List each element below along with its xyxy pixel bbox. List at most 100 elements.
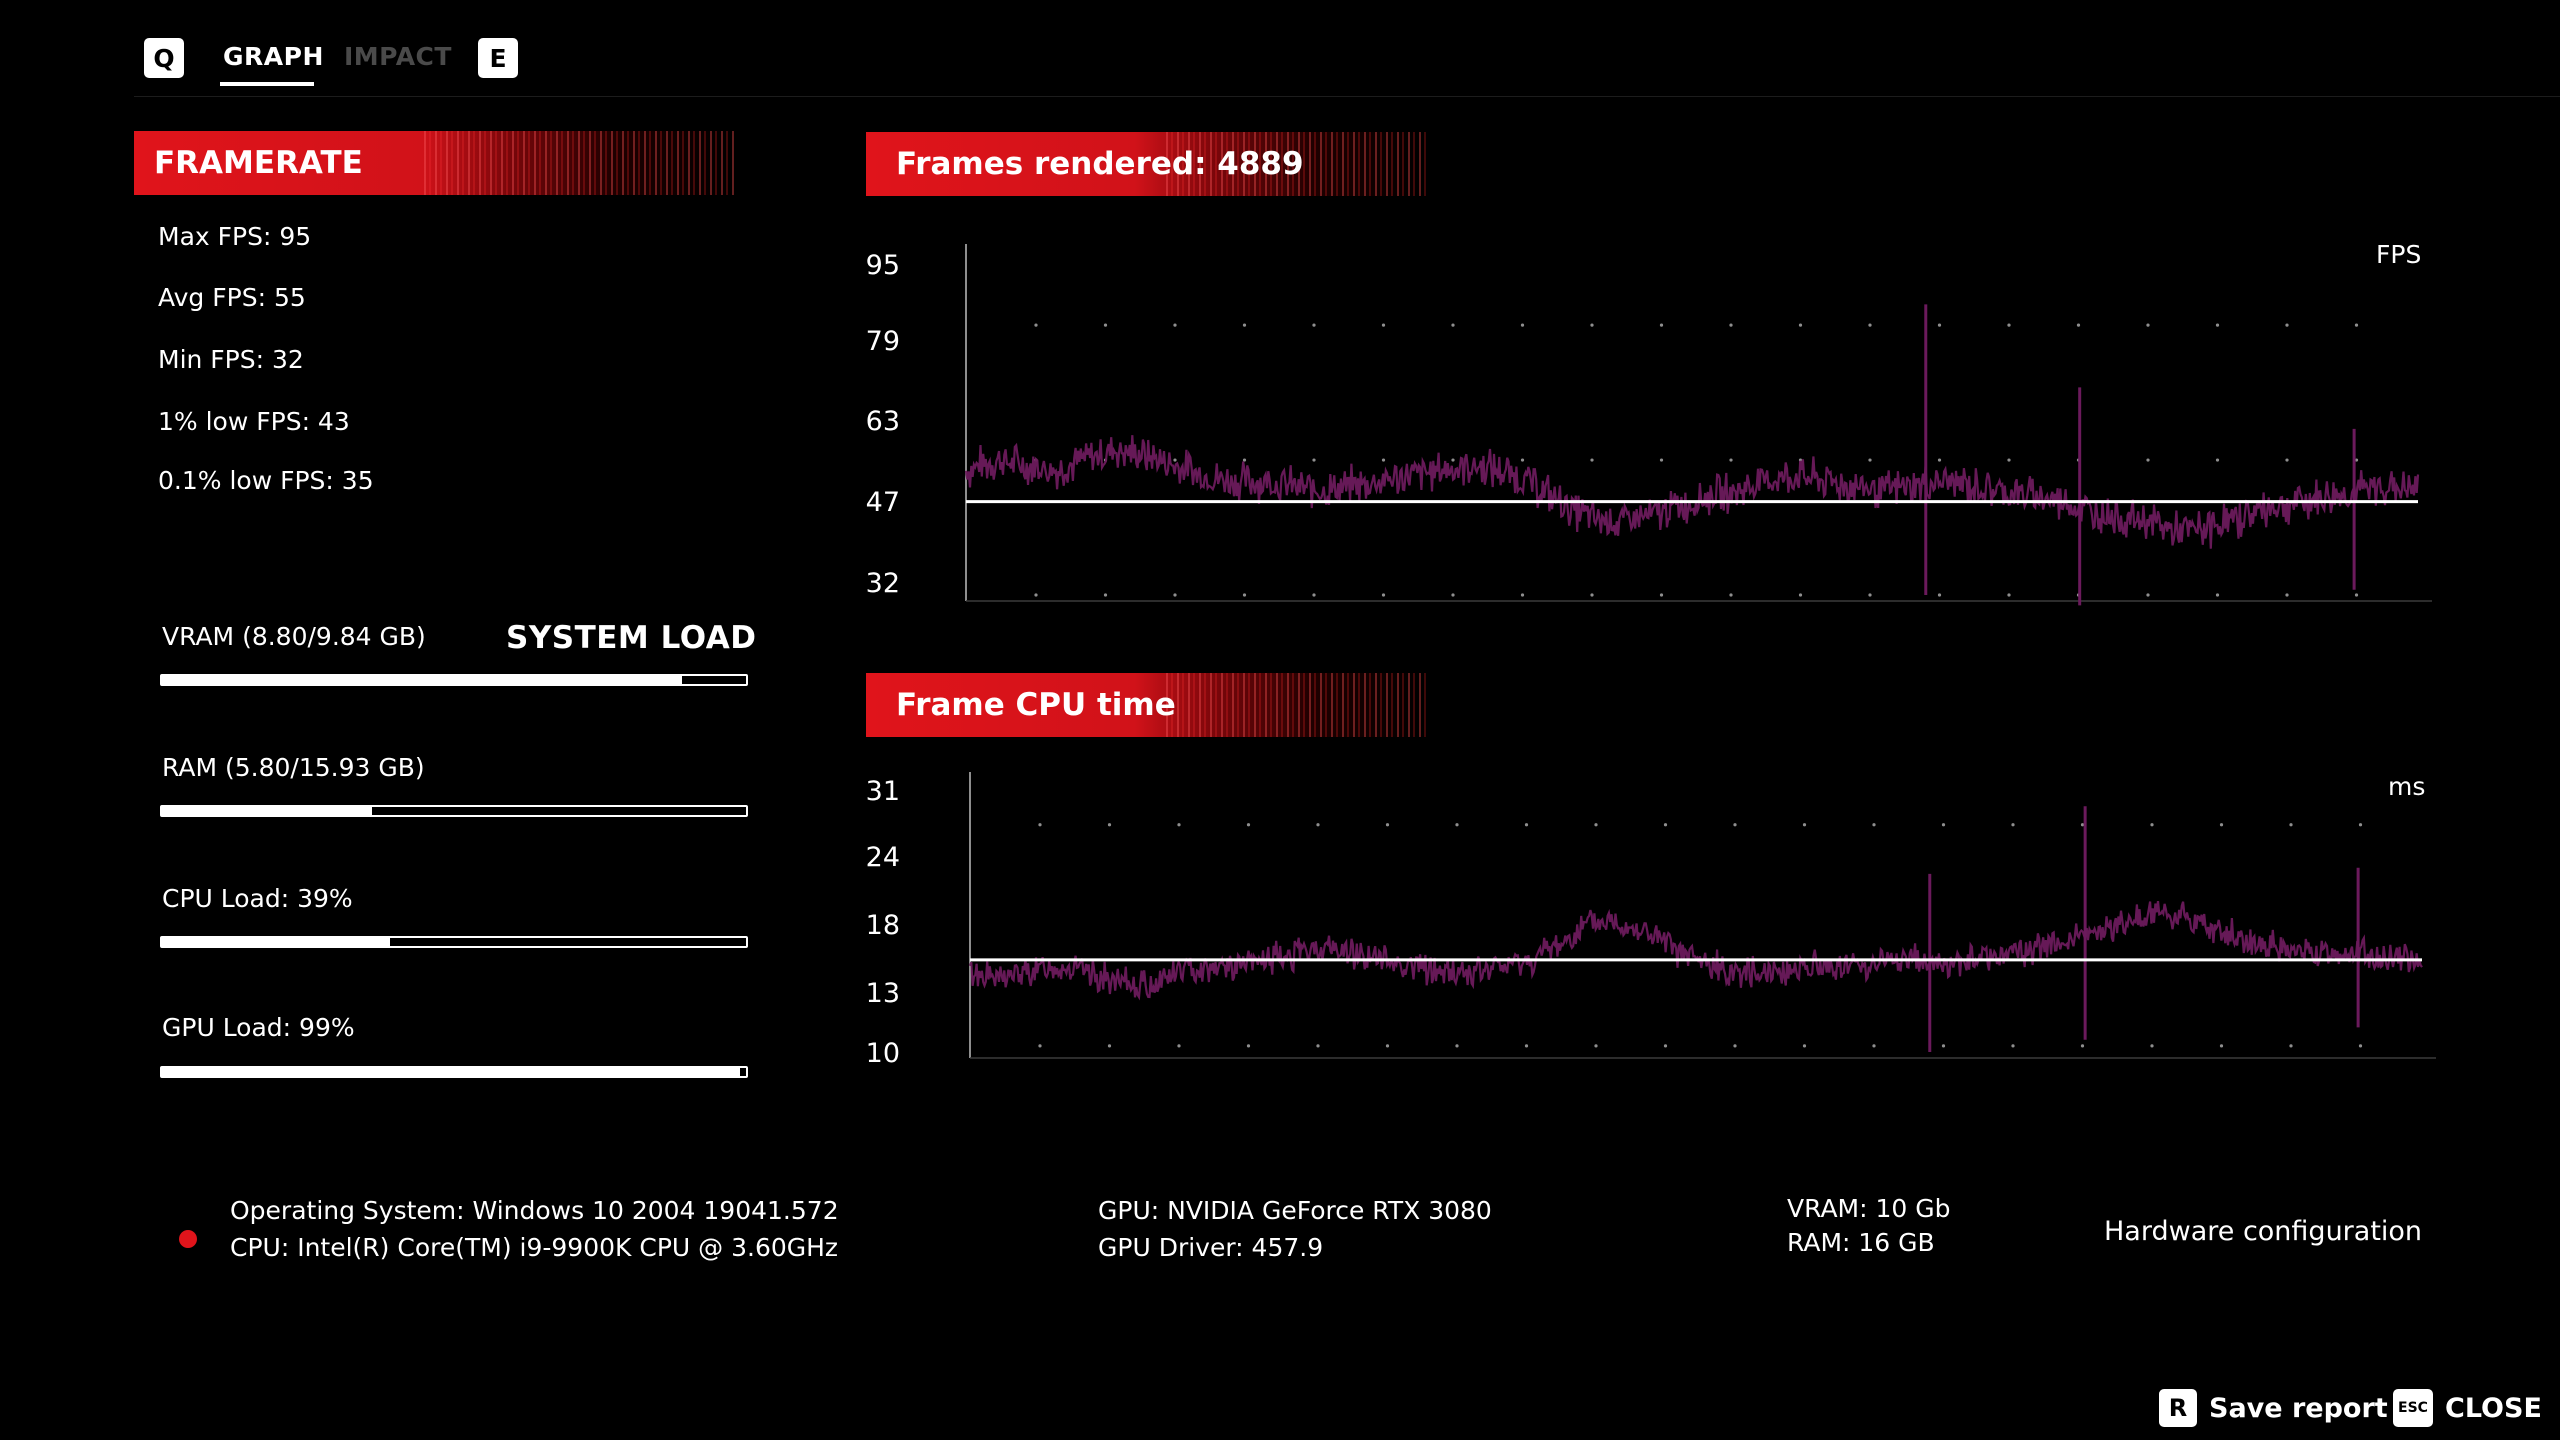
- hardware-gpu: GPU: NVIDIA GeForce RTX 3080: [1098, 1196, 1492, 1225]
- top-divider: [134, 96, 2560, 97]
- grid-dot: [2146, 593, 2150, 597]
- grid-dot: [1659, 593, 1664, 597]
- grid-dot: [1520, 593, 1525, 597]
- grid-dot: [1177, 1044, 1181, 1048]
- cpu-tick-label: 10: [865, 1038, 900, 1069]
- grid-dot: [1034, 593, 1038, 597]
- ram-load-label: RAM (5.80/15.93 GB): [162, 753, 425, 782]
- gpu-load-label: GPU Load: 99%: [162, 1013, 355, 1042]
- grid-dot: [2150, 1044, 2154, 1048]
- stat-1pct-low-fps: 1% low FPS: 43: [158, 407, 350, 436]
- hardware-os: Operating System: Windows 10 2004 19041.…: [230, 1196, 839, 1225]
- grid-dot: [1729, 593, 1733, 597]
- grid-dot: [1868, 458, 1872, 462]
- close-button[interactable]: ESC CLOSE: [2393, 1389, 2542, 1427]
- ram-load-fill: [162, 807, 373, 815]
- series-line: [968, 900, 2423, 1001]
- grid-dot: [1038, 823, 1042, 827]
- e-key-badge[interactable]: E: [478, 38, 518, 78]
- close-label: CLOSE: [2445, 1392, 2542, 1424]
- cpu-tick-label: 13: [865, 978, 900, 1009]
- header-glitch-texture: [424, 131, 734, 195]
- grid-dot: [1038, 1044, 1042, 1048]
- grid-dot: [2215, 323, 2220, 327]
- stat-avg-fps: Avg FPS: 55: [158, 283, 306, 312]
- fps-chart: 95 79 63 47 32 FPS: [840, 240, 2440, 620]
- esc-key-badge: ESC: [2393, 1389, 2433, 1427]
- vram-load-fill: [162, 676, 682, 684]
- grid-dot: [1173, 593, 1177, 597]
- grid-dot: [1451, 458, 1455, 462]
- hardware-configuration-title: Hardware configuration: [2104, 1216, 2423, 1247]
- grid-dot: [2285, 593, 2289, 597]
- grid-dot: [1381, 323, 1386, 327]
- grid-dot: [1659, 458, 1664, 462]
- save-report-button[interactable]: R Save report: [2159, 1389, 2388, 1427]
- grid-dot: [1385, 823, 1390, 827]
- grid-dot: [1937, 593, 1942, 597]
- vram-load-bar: [160, 674, 748, 686]
- grid-dot: [1868, 323, 1872, 327]
- grid-dot: [2146, 458, 2150, 462]
- grid-dot: [1246, 823, 1251, 827]
- fps-unit-label: FPS: [2376, 240, 2422, 269]
- grid-dot: [1590, 323, 1594, 327]
- grid-dot: [1107, 823, 1112, 827]
- hardware-ram: RAM: 16 GB: [1787, 1228, 1935, 1257]
- grid-dot: [2215, 593, 2220, 597]
- grid-dot: [1937, 323, 1942, 327]
- grid-dot: [1103, 323, 1108, 327]
- tab-graph[interactable]: GRAPH: [223, 42, 324, 71]
- save-report-label: Save report: [2209, 1392, 2388, 1424]
- grid-dot: [1173, 323, 1177, 327]
- header-glitch-texture: [1166, 132, 1426, 196]
- grid-dot: [2354, 323, 2359, 327]
- grid-dot: [1798, 323, 1803, 327]
- grid-dot: [1937, 458, 1942, 462]
- grid-dot: [2354, 458, 2359, 462]
- grid-dot: [2150, 823, 2154, 827]
- grid-dot: [1590, 458, 1594, 462]
- tab-impact[interactable]: IMPACT: [344, 42, 452, 71]
- header-glitch-texture: [1166, 673, 1426, 737]
- grid-dot: [1177, 823, 1181, 827]
- q-key-badge[interactable]: Q: [144, 38, 184, 78]
- cpu-load-fill: [162, 938, 390, 946]
- grid-dot: [2219, 1044, 2224, 1048]
- grid-dot: [1868, 593, 1872, 597]
- grid-dot: [2358, 823, 2363, 827]
- grid-dot: [1242, 323, 1247, 327]
- ram-load-bar: [160, 805, 748, 817]
- vram-load-label: VRAM (8.80/9.84 GB): [162, 622, 426, 651]
- system-load-title: SYSTEM LOAD: [506, 620, 757, 656]
- grid-dot: [2358, 1044, 2363, 1048]
- framerate-header-label: FRAMERATE: [154, 145, 363, 181]
- grid-dot: [1246, 1044, 1251, 1048]
- grid-dot: [1312, 323, 1316, 327]
- grid-dot: [2354, 593, 2359, 597]
- grid-dot: [2007, 593, 2011, 597]
- grid-dot: [1663, 1044, 1668, 1048]
- grid-dot: [2080, 1044, 2085, 1048]
- cpu-load-label: CPU Load: 39%: [162, 884, 353, 913]
- cpu-time-chart: 31 24 18 13 10 ms: [840, 772, 2440, 1082]
- grid-dot: [1802, 1044, 1807, 1048]
- grid-dot: [2285, 323, 2289, 327]
- grid-dot: [1729, 323, 1733, 327]
- hardware-vram: VRAM: 10 Gb: [1787, 1194, 1951, 1223]
- grid-dot: [1312, 458, 1316, 462]
- grid-dot: [1381, 458, 1386, 462]
- fps-tick-label: 95: [865, 250, 900, 281]
- grid-dot: [1385, 1044, 1390, 1048]
- grid-dot: [1659, 323, 1664, 327]
- frame-cpu-time-header: Frame CPU time: [866, 673, 1426, 737]
- grid-dot: [1524, 823, 1529, 827]
- grid-dot: [1594, 1044, 1598, 1048]
- cpu-unit-label: ms: [2388, 772, 2426, 801]
- grid-dot: [1590, 593, 1594, 597]
- grid-dot: [2289, 1044, 2293, 1048]
- grid-dot: [1455, 1044, 1459, 1048]
- grid-dot: [1733, 1044, 1737, 1048]
- grid-dot: [2289, 823, 2293, 827]
- grid-dot: [2011, 1044, 2015, 1048]
